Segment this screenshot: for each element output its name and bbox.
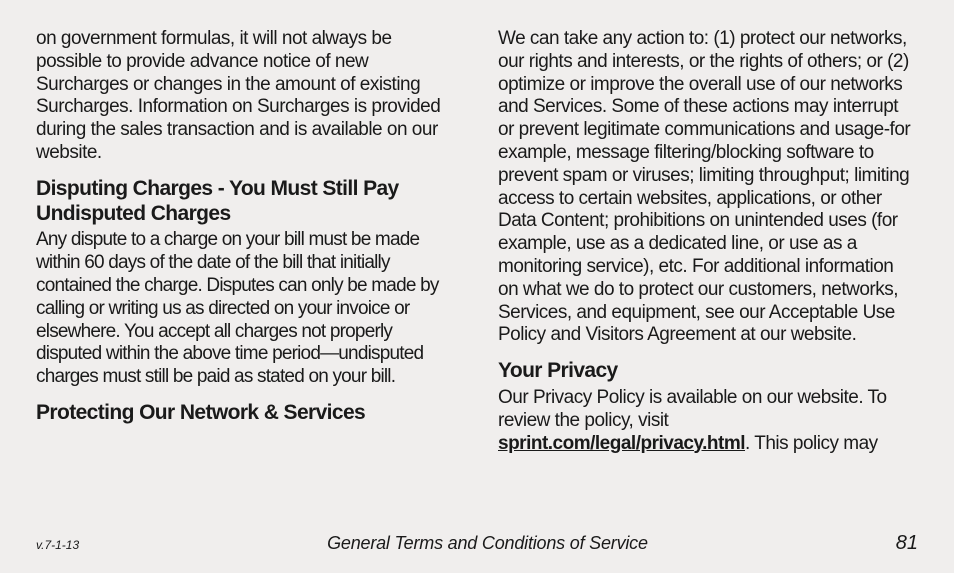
heading-your-privacy: Your Privacy (498, 359, 918, 384)
footer-version: v.7-1-13 (36, 538, 79, 552)
footer-page-number: 81 (896, 532, 918, 555)
document-page: on government formulas, it will not alwa… (0, 0, 954, 573)
paragraph-your-privacy: Our Privacy Policy is available on our w… (498, 387, 918, 455)
privacy-policy-link[interactable]: sprint.com/legal/privacy.html (498, 433, 745, 454)
paragraph-disputing-charges: Any dispute to a charge on your bill mus… (36, 229, 456, 389)
paragraph-protecting-network: We can take any action to: (1) protect o… (498, 28, 918, 347)
page-footer: v.7-1-13 General Terms and Conditions of… (36, 532, 918, 555)
privacy-text-post: . This policy may (745, 433, 878, 454)
heading-disputing-charges: Disputing Charges - You Must Still Pay U… (36, 177, 456, 227)
heading-protecting-network: Protecting Our Network & Services (36, 401, 456, 426)
privacy-block: Your Privacy Our Privacy Policy is avail… (498, 359, 918, 455)
footer-title: General Terms and Conditions of Service (327, 533, 648, 554)
privacy-text-pre: Our Privacy Policy is available on our w… (498, 387, 887, 431)
two-column-body: on government formulas, it will not alwa… (36, 28, 918, 498)
paragraph-surcharges-cont: on government formulas, it will not alwa… (36, 28, 456, 165)
